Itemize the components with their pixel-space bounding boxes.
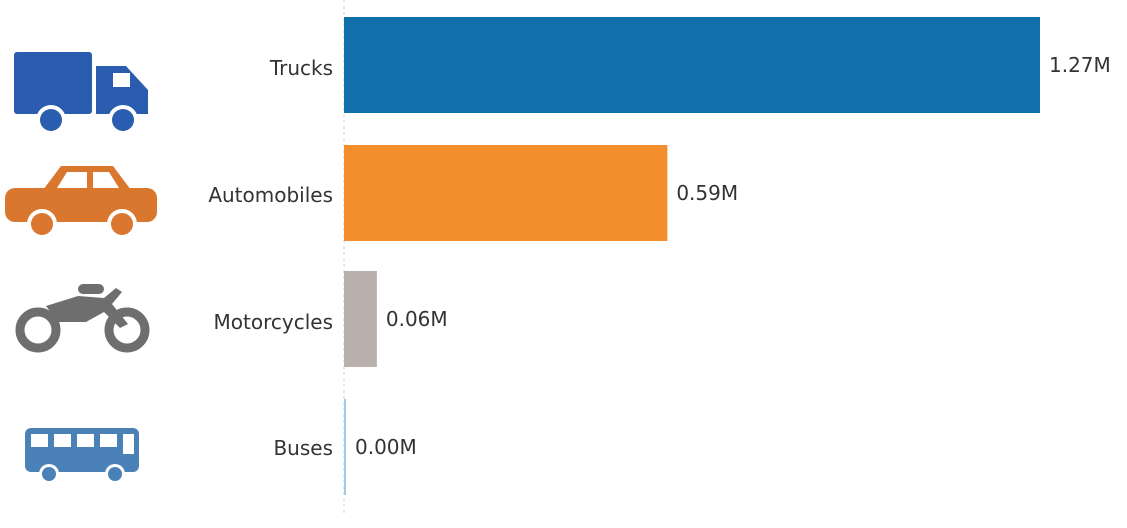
value-label-automobiles: 0.59M — [676, 181, 738, 205]
value-label-motorcycles: 0.06M — [386, 307, 448, 331]
truck-icon — [14, 52, 148, 135]
value-label-buses: 0.00M — [355, 435, 417, 459]
bar-trucks — [344, 17, 1040, 113]
category-label-motorcycles: Motorcycles — [214, 310, 333, 334]
value-label-trucks: 1.27M — [1049, 53, 1111, 77]
bar-motorcycles — [344, 271, 377, 367]
category-label-trucks: Trucks — [269, 56, 333, 80]
car-icon — [5, 166, 157, 239]
bar-buses — [344, 399, 346, 495]
bus-icon — [25, 428, 139, 484]
bar-automobiles — [344, 145, 668, 241]
motorcycle-icon — [15, 284, 150, 353]
category-label-automobiles: Automobiles — [208, 183, 333, 207]
category-label-buses: Buses — [273, 436, 333, 460]
